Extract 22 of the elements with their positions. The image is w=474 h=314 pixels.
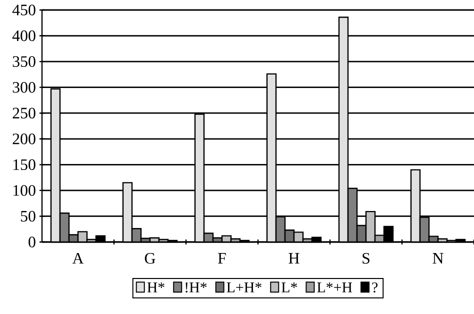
x-tick-label: F (218, 253, 226, 264)
y-tick-label: 300 (12, 82, 36, 93)
legend-label: L*+H (317, 282, 352, 292)
x-tick-label: H (288, 253, 300, 264)
x-tick-label: G (144, 253, 156, 264)
y-tick-label: 100 (13, 185, 36, 196)
y-tick-label: 0 (28, 236, 36, 248)
legend-label: ? (372, 282, 378, 293)
legend-label: L* (282, 282, 297, 292)
y-tick-label: 150 (13, 159, 36, 170)
y-tick-label: 450 (12, 4, 36, 16)
y-tick-label: 350 (12, 56, 36, 67)
x-tick-label: S (362, 253, 370, 264)
y-tick-label: 250 (12, 108, 36, 118)
y-tick-label: 400 (12, 30, 36, 42)
x-tick-label: N (432, 253, 444, 264)
legend-label: L+H* (226, 282, 262, 292)
legend-label: !H* (186, 282, 207, 293)
x-tick-label: A (72, 253, 84, 264)
y-tick-label: 200 (12, 134, 36, 144)
y-tick-label: 50 (20, 210, 36, 222)
legend-label: H* (147, 282, 164, 292)
